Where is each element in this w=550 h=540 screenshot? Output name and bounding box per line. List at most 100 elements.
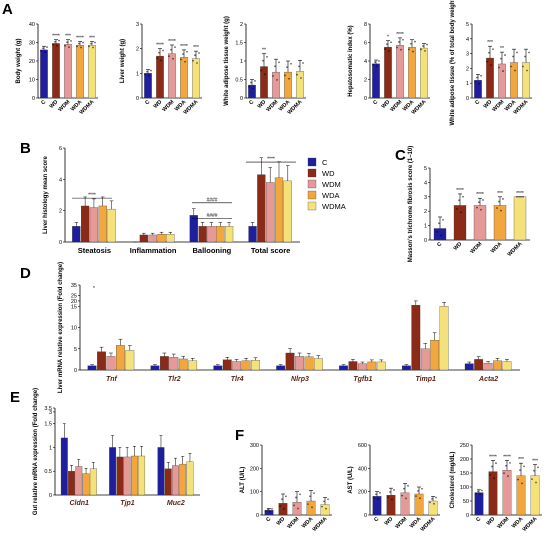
data-point (488, 51, 490, 54)
x-tick-label: C (144, 99, 151, 106)
data-point (476, 206, 478, 209)
data-point (396, 46, 398, 49)
data-point (408, 48, 410, 51)
bar-WDA (408, 46, 416, 99)
significance-label: **** (267, 157, 275, 163)
panel-a-chart-5-y-tick-label: 5 (466, 22, 469, 28)
panel-a-chart-2-y-tick-label: 2 (136, 47, 139, 53)
bar-WD (384, 46, 392, 99)
panel-c-chart-y-tick-label: 2 (424, 209, 427, 215)
bar-WD (139, 234, 148, 243)
x-tick-label: C (248, 99, 255, 106)
bar-WDMA (439, 306, 449, 371)
data-point (384, 48, 386, 50)
data-point (283, 508, 285, 510)
significance-label: #### (206, 213, 217, 219)
panel-f-chart-alt-y-tick-label: 300 (250, 443, 259, 449)
data-point (182, 53, 184, 55)
data-point (505, 464, 507, 467)
data-point (311, 506, 313, 509)
data-point (492, 48, 494, 51)
data-point (537, 466, 539, 469)
data-point (509, 461, 511, 464)
data-point (78, 42, 80, 45)
category-label: Inflammation (130, 246, 177, 255)
panel-a-chart-1-y-axis-label: Body weight (g) (16, 39, 22, 84)
bar-WDMA (107, 208, 116, 243)
category-label: Tlr4 (231, 376, 244, 383)
panel-e-chart: 0 0.5 1 1.5 33.5 Gut relative mRNA expression… (33, 388, 200, 515)
data-point (507, 475, 509, 477)
data-point (512, 55, 514, 58)
panel-f-chart-cholesterol-y-tick-label: 200 (460, 457, 469, 463)
panel-a-chart-5-y-axis-label: White adipose tissue (% of total body we… (450, 0, 456, 126)
bar-WDM (396, 45, 404, 99)
data-point (198, 52, 200, 54)
panel-f-chart-cholesterol-y-tick-label: 0 (466, 513, 469, 519)
data-point (412, 50, 414, 53)
panel-e-chart-y-tick-label: 1.5 (44, 422, 52, 428)
bar-WDM (483, 363, 493, 371)
bar-WDMA (530, 475, 540, 516)
bar-WDMA (138, 455, 146, 496)
bar-C (474, 492, 484, 516)
significance-label: **** (180, 44, 188, 50)
bar-WDA (76, 45, 84, 99)
category-label: Tgfb1 (353, 376, 372, 383)
panel-a-chart-4-y-tick-label: 4 (364, 59, 367, 65)
panel-label-F: F (235, 427, 244, 444)
panel-f-chart-ast-y-tick-label: 400 (358, 466, 367, 472)
panel-a-chart-2-y-tick-label: 3 (136, 22, 139, 28)
legend-swatch-C (307, 157, 317, 167)
bar-WD (278, 503, 288, 516)
data-point (376, 65, 378, 67)
bar-C (372, 496, 382, 516)
data-point (66, 41, 68, 44)
data-point (522, 65, 524, 68)
bar-WDM (75, 466, 83, 496)
data-point (184, 60, 186, 63)
bar-C (150, 365, 160, 371)
panel-a-chart-2-y-axis-label: Liver weight (g) (120, 39, 126, 83)
data-point (460, 211, 462, 214)
x-tick-label: C (474, 99, 481, 106)
data-point (517, 478, 519, 481)
data-point (285, 495, 287, 498)
data-point (438, 222, 440, 225)
panel-a-chart-3: 0 0.5 1 1.5 2 White adipose tissue weight (g)… (224, 16, 306, 116)
category-label: Tlr2 (168, 376, 181, 383)
panel-a-chart-3-y-tick-label: 0.5 (235, 78, 243, 84)
x-tick-label: C (373, 516, 380, 523)
panel-b-chart-y-tick-label: 4 (59, 177, 62, 183)
panel-f-chart-ast-y-axis-label: AST (U/L) (348, 466, 354, 493)
x-tick-label: WDMA (507, 241, 524, 258)
bar-C (40, 49, 48, 99)
bar-C (464, 363, 474, 371)
data-point (391, 498, 393, 501)
data-point (168, 55, 170, 58)
panel-b-chart-y-tick-label: 2 (59, 209, 62, 215)
panel-a-chart-3-y-axis-label: White adipose tissue weight (g) (224, 16, 230, 106)
bar-WDA (241, 360, 251, 371)
data-point (302, 62, 304, 64)
bar-WDM (420, 348, 430, 371)
panel-f-chart-alt-y-tick-label: 100 (250, 490, 259, 496)
data-point (76, 45, 78, 48)
bar-WDA (414, 493, 424, 516)
data-point (477, 490, 479, 493)
x-tick-label: WD (483, 99, 494, 110)
data-point (456, 207, 458, 210)
panel-a-chart-2-y-tick-label: 1 (136, 71, 139, 77)
significance-label: *** (89, 36, 95, 42)
significance-label: *** (65, 34, 71, 40)
data-point (82, 41, 84, 44)
category-label: Acta2 (478, 376, 498, 383)
data-point (170, 48, 172, 51)
significance-label: * (387, 35, 389, 41)
bar-WDMA (166, 234, 175, 243)
data-point (419, 497, 421, 500)
bar-WDA (367, 361, 377, 371)
bar-WDM (498, 63, 506, 99)
